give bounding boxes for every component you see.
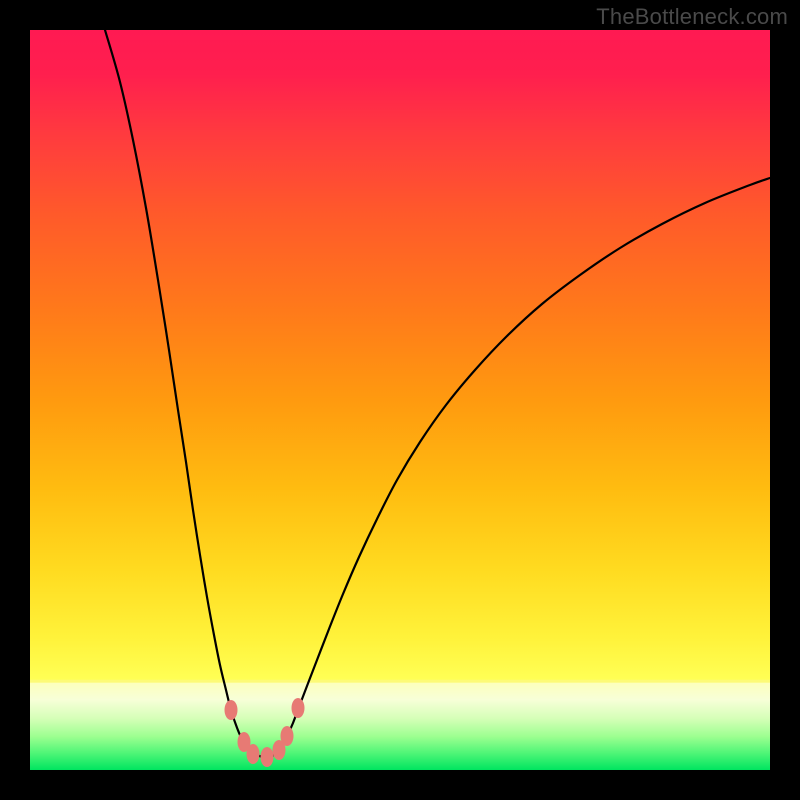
chart-container: TheBottleneck.com: [0, 0, 800, 800]
marker-point: [292, 698, 305, 718]
chart-svg: [30, 30, 770, 770]
gradient-background: [30, 30, 770, 770]
watermark-text: TheBottleneck.com: [596, 4, 788, 30]
marker-point: [281, 726, 294, 746]
marker-point: [225, 700, 238, 720]
marker-point: [261, 747, 274, 767]
marker-point: [247, 744, 260, 764]
yellow-band: [30, 680, 770, 683]
plot-area: [30, 30, 770, 770]
